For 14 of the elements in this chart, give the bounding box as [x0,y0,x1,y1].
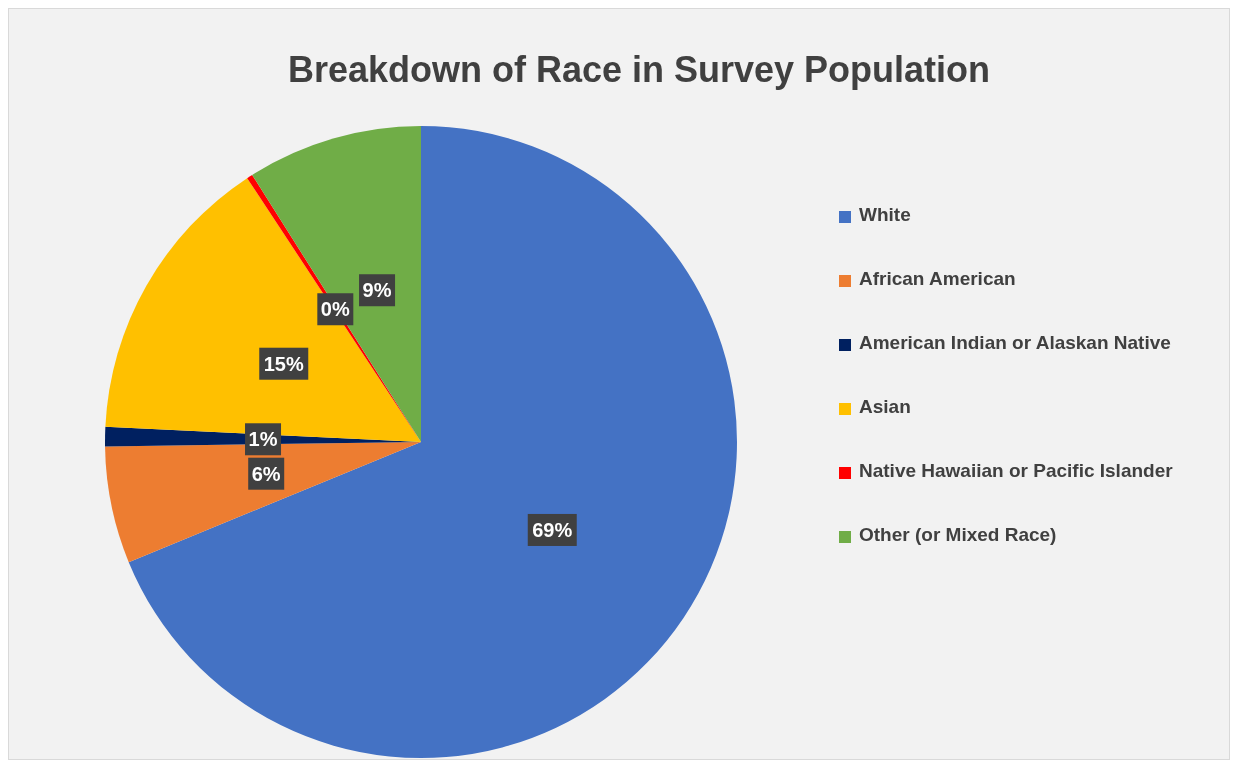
data-label: 0% [320,298,350,321]
data-label: 6% [251,462,281,485]
legend-label: African American [859,267,1017,291]
legend-label: Other (or Mixed Race) [859,523,1058,547]
chart-title: Breakdown of Race in Survey Population [286,49,992,91]
legend-label: American Indian or Alaskan Native [859,331,1172,355]
legend-label: Asian [859,395,912,419]
data-label: 69% [532,518,573,541]
legend-label: White [859,203,912,227]
pie-slice [128,126,737,758]
data-label: 9% [362,279,392,302]
legend-label: Native Hawaiian or Pacific Islander [859,459,1174,483]
data-label: 1% [248,428,278,451]
data-label: 15% [263,352,304,375]
